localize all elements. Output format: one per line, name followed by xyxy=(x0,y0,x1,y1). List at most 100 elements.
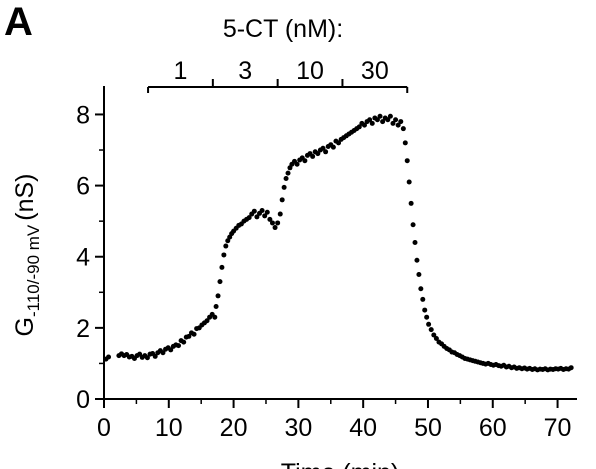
data-point xyxy=(262,213,268,219)
data-point xyxy=(294,161,300,167)
data-point xyxy=(160,350,166,356)
data-point xyxy=(259,207,265,213)
data-point xyxy=(414,257,420,263)
data-point xyxy=(315,151,321,157)
x-tick-label: 20 xyxy=(220,414,248,442)
data-point xyxy=(400,126,406,132)
x-tick-label: 0 xyxy=(97,414,111,442)
data-point xyxy=(404,158,410,164)
data-point xyxy=(246,215,252,221)
treatment-bar: 1 3 10 30 xyxy=(147,57,409,93)
data-point xyxy=(310,153,316,159)
data-point xyxy=(406,179,412,185)
data-point xyxy=(387,113,393,119)
treatment-segment-label: 10 xyxy=(296,57,324,85)
data-point xyxy=(279,197,285,203)
data-point xyxy=(380,119,386,125)
data-point xyxy=(181,339,187,345)
data-point xyxy=(568,365,574,371)
data-point xyxy=(217,279,223,285)
data-points xyxy=(103,113,574,373)
data-point xyxy=(412,240,418,245)
data-point xyxy=(361,122,367,128)
data-point xyxy=(221,252,227,258)
y-tick-label: 0 xyxy=(76,386,90,414)
data-point xyxy=(323,149,329,155)
data-point xyxy=(393,117,399,123)
axes: 0 10 20 30 40 50 60 70 0 2 4 6 8 xyxy=(76,86,577,442)
data-point xyxy=(272,225,278,231)
data-point xyxy=(431,332,437,338)
data-point xyxy=(219,264,225,270)
data-point xyxy=(264,209,270,215)
data-point xyxy=(367,117,373,123)
data-point xyxy=(106,354,112,360)
data-point xyxy=(374,117,380,123)
data-point xyxy=(356,124,362,130)
data-point xyxy=(320,145,326,151)
y-tick-label: 2 xyxy=(76,315,90,343)
data-point xyxy=(398,119,404,125)
data-point xyxy=(416,272,422,278)
treatment-segment-label: 30 xyxy=(361,57,389,85)
svg-text:G-110/-90 mV(nS): G-110/-90 mV (nS) xyxy=(11,174,43,337)
x-axis-title: Time (min) xyxy=(281,459,400,469)
data-point xyxy=(267,216,273,222)
data-point xyxy=(212,314,218,320)
data-point xyxy=(285,170,291,176)
data-point xyxy=(168,347,174,353)
data-point xyxy=(428,327,434,333)
data-point xyxy=(283,175,289,181)
data-point xyxy=(390,120,396,126)
data-point xyxy=(336,140,342,146)
y-axis-subscript: -110/-90 mV xyxy=(24,224,43,317)
data-point xyxy=(254,214,260,220)
data-point xyxy=(424,314,430,320)
data-point xyxy=(176,343,182,349)
data-point xyxy=(277,211,283,217)
y-tick-label: 4 xyxy=(76,244,90,272)
data-point xyxy=(251,208,257,214)
data-point xyxy=(422,307,428,313)
y-axis-symbol: G xyxy=(11,317,39,336)
treatment-segment-label: 3 xyxy=(238,57,252,85)
x-tick-label: 10 xyxy=(155,414,183,442)
data-point xyxy=(395,122,401,128)
data-point xyxy=(302,158,308,164)
data-point xyxy=(223,243,229,249)
data-point xyxy=(420,296,426,302)
data-point xyxy=(186,333,192,339)
data-point xyxy=(426,321,432,327)
treatment-title: 5-CT (nM): xyxy=(223,15,343,43)
data-point xyxy=(144,355,150,361)
data-point xyxy=(330,144,336,150)
data-point xyxy=(433,336,439,342)
data-point xyxy=(418,286,424,292)
x-tick-label: 30 xyxy=(284,414,312,442)
data-point xyxy=(152,353,158,359)
data-point xyxy=(402,140,408,146)
data-point xyxy=(213,304,219,310)
y-tick-label: 8 xyxy=(76,101,90,129)
data-point xyxy=(369,120,375,126)
data-point xyxy=(377,113,383,119)
x-tick-label: 40 xyxy=(349,414,377,442)
y-axis-unit: (nS) xyxy=(11,174,39,221)
y-axis-title: G-110/-90 mV (nS) xyxy=(11,174,43,337)
data-point xyxy=(204,318,210,324)
treatment-segment-label: 1 xyxy=(174,57,188,85)
data-point xyxy=(410,222,416,228)
data-point xyxy=(191,331,197,337)
x-tick-label: 50 xyxy=(414,414,442,442)
data-point xyxy=(408,200,414,206)
data-point xyxy=(275,220,281,226)
y-tick-label: 6 xyxy=(76,173,90,201)
data-point xyxy=(269,220,275,226)
panel-label: A xyxy=(4,0,33,44)
x-tick-label: 60 xyxy=(479,414,507,442)
data-point xyxy=(215,293,221,299)
data-point xyxy=(281,184,287,190)
x-tick-label: 70 xyxy=(544,414,572,442)
data-point xyxy=(385,117,391,123)
